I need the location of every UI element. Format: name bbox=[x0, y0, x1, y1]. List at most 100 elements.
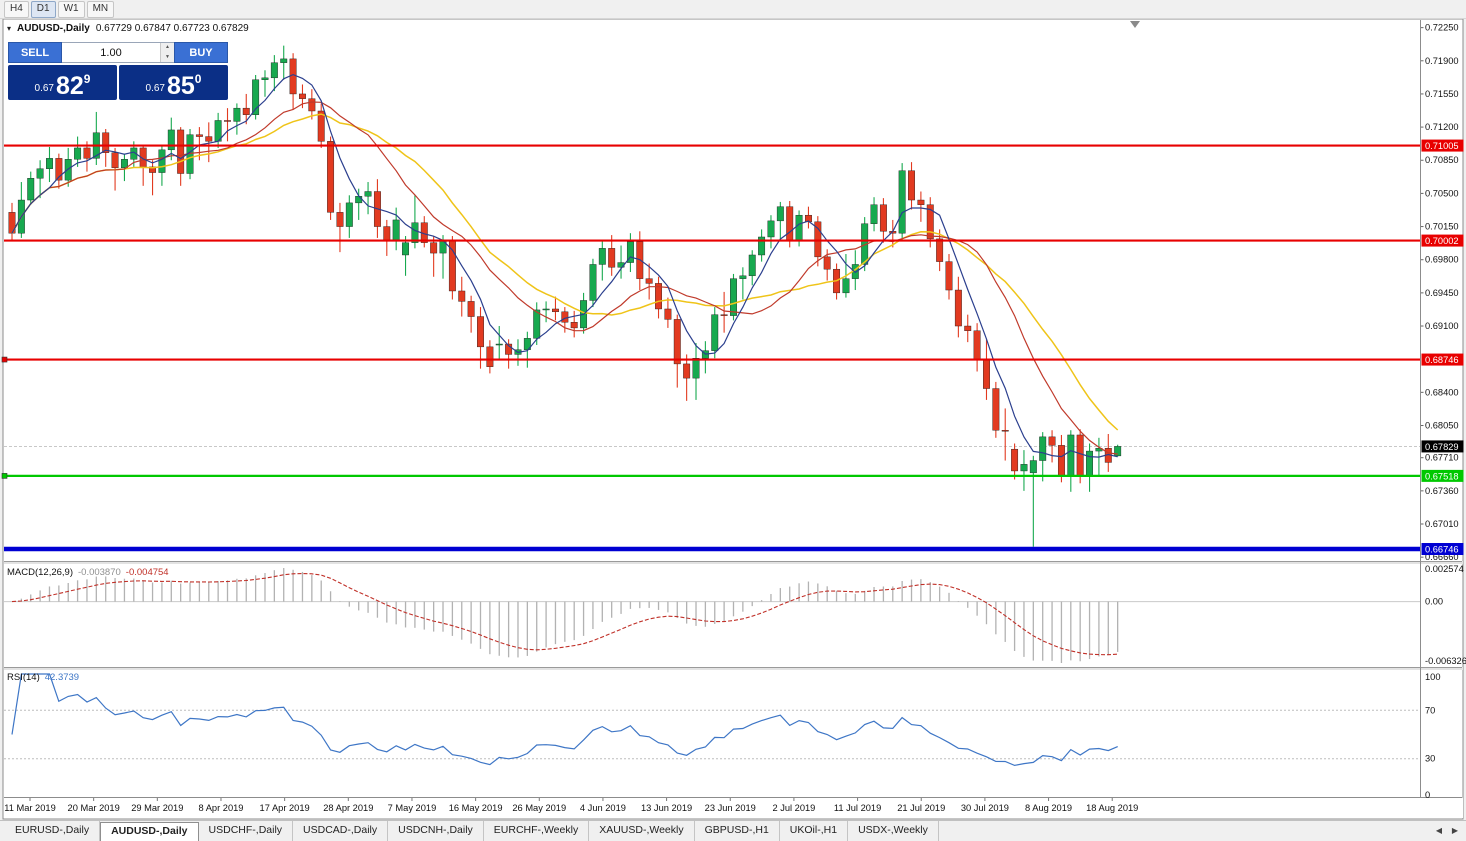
sell-button[interactable]: SELL bbox=[8, 42, 62, 63]
time-axis-label: 29 Mar 2019 bbox=[131, 803, 183, 813]
chart-tab-audusd-daily[interactable]: AUDUSD-,Daily bbox=[100, 822, 199, 841]
rsi-axis-label: 100 bbox=[1425, 672, 1441, 682]
candle-body bbox=[252, 79, 260, 115]
candle-body bbox=[926, 204, 934, 240]
time-axis-label: 2 Jul 2019 bbox=[772, 803, 815, 813]
candle-body bbox=[345, 202, 353, 227]
current-price-badge[interactable] bbox=[1421, 440, 1464, 453]
buy-price-small: 0.67 bbox=[145, 83, 165, 94]
chart-tab-bar: EURUSD-,Daily AUDUSD-,Daily USDCHF-,Daily U… bbox=[0, 820, 1466, 841]
rsi-pane[interactable] bbox=[4, 670, 1420, 797]
tab-scroll-right-icon[interactable]: ▶ bbox=[1451, 826, 1459, 835]
pane-splitter[interactable] bbox=[4, 667, 1463, 670]
buy-price-display[interactable]: 0.67 85 0 bbox=[119, 65, 228, 100]
macd-name: MACD(12,26,9) bbox=[7, 567, 73, 578]
price-axis-label: 0.68050 bbox=[1425, 420, 1459, 430]
candle-body bbox=[598, 248, 606, 265]
timeframe-button-h4[interactable]: H4 bbox=[4, 0, 29, 18]
candle-body bbox=[552, 308, 559, 313]
time-axis-label: 8 Apr 2019 bbox=[198, 803, 243, 813]
candle-body bbox=[870, 204, 878, 224]
buy-button[interactable]: BUY bbox=[174, 42, 228, 63]
chart-tab-usdchf-daily[interactable]: USDCHF-,Daily bbox=[199, 821, 294, 841]
price-axis[interactable]: 0.72250 0.71900 0.71550 0.71200 0.70850 0.705… bbox=[1421, 23, 1459, 563]
chart-tab-usdx-weekly[interactable]: USDX-,Weekly bbox=[848, 821, 939, 841]
candle-body bbox=[46, 158, 53, 169]
candle-body bbox=[1048, 436, 1056, 446]
level-price-badge[interactable] bbox=[1421, 469, 1464, 482]
sell-price-display[interactable]: 0.67 82 9 bbox=[8, 65, 117, 100]
candle-body bbox=[626, 241, 634, 263]
candle-body bbox=[570, 322, 578, 329]
timeframe-button-mn[interactable]: MN bbox=[86, 0, 115, 18]
candle-body bbox=[111, 152, 119, 169]
chart-tab-ukoil-h1[interactable]: UKOil-,H1 bbox=[780, 821, 849, 841]
candle-body bbox=[561, 311, 569, 323]
chart-tab-gbpusd-h1[interactable]: GBPUSD-,H1 bbox=[695, 821, 780, 841]
moving-average-line bbox=[11, 73, 1118, 458]
tab-scroll-left-icon[interactable]: ◀ bbox=[1435, 826, 1443, 835]
candle-body bbox=[261, 77, 269, 80]
macd-signal-line bbox=[11, 572, 1118, 656]
chart-ohlc-values: 0.67729 0.67847 0.67723 0.67829 bbox=[95, 23, 249, 34]
rsi-line bbox=[11, 673, 1118, 767]
price-axis-label: 0.67010 bbox=[1425, 519, 1459, 529]
candle-body bbox=[683, 363, 691, 379]
candle-body bbox=[158, 149, 166, 173]
candle-body bbox=[673, 319, 681, 365]
candle-body bbox=[299, 93, 306, 99]
price-axis-label: 0.69100 bbox=[1425, 321, 1459, 331]
chart-tab-eurusd-daily[interactable]: EURUSD-,Daily bbox=[5, 821, 101, 841]
candle-body bbox=[55, 158, 63, 181]
time-axis[interactable] bbox=[4, 798, 1463, 818]
one-click-toggle-icon[interactable]: ▾ bbox=[7, 24, 12, 33]
level-price-badge[interactable] bbox=[1421, 353, 1464, 366]
candle-body bbox=[879, 204, 887, 232]
chart-tab-xauusd-weekly[interactable]: XAUUSD-,Weekly bbox=[589, 821, 695, 841]
buy-price-big: 85 bbox=[166, 72, 195, 100]
chart-symbol-label: AUDUSD-,Daily bbox=[17, 23, 90, 34]
level-price-badge[interactable] bbox=[1421, 543, 1464, 556]
time-axis-label: 7 May 2019 bbox=[388, 803, 437, 813]
time-axis-label: 17 Apr 2019 bbox=[260, 803, 310, 813]
candle-body bbox=[795, 214, 803, 241]
candle-body bbox=[411, 222, 419, 243]
chart-tab-usdcnh-daily[interactable]: USDCNH-,Daily bbox=[388, 821, 484, 841]
chart-tab-eurchf-weekly[interactable]: EURCHF-,Weekly bbox=[484, 821, 590, 841]
macd-indicator-label: MACD(12,26,9) -0.003870 -0.004754 bbox=[7, 567, 169, 578]
line-handle[interactable] bbox=[1, 356, 8, 363]
macd-pane[interactable] bbox=[4, 564, 1420, 667]
main-pane[interactable] bbox=[4, 20, 1420, 561]
level-price-badge-text: 0.67518 bbox=[1425, 471, 1459, 481]
price-axis-label: 0.67710 bbox=[1425, 453, 1459, 463]
candle-body bbox=[402, 242, 409, 256]
candle-body bbox=[308, 98, 316, 112]
timeframe-button-d1[interactable]: D1 bbox=[30, 0, 56, 18]
volume-decrease-button[interactable]: ▼ bbox=[161, 52, 174, 62]
pane-splitter[interactable] bbox=[4, 561, 1463, 564]
moving-average-line bbox=[11, 113, 1119, 431]
line-handle[interactable] bbox=[1, 473, 8, 479]
volume-input[interactable] bbox=[62, 43, 160, 62]
candle-body bbox=[392, 219, 400, 241]
candle-body bbox=[27, 178, 35, 201]
price-axis-label: 0.69450 bbox=[1425, 288, 1459, 298]
candle-body bbox=[767, 220, 775, 238]
chart-shift-marker[interactable] bbox=[1130, 21, 1140, 28]
volume-increase-button[interactable]: ▲ bbox=[161, 43, 174, 53]
candle-body bbox=[327, 141, 335, 213]
timeframe-button-w1[interactable]: W1 bbox=[57, 0, 85, 18]
candle-body bbox=[945, 261, 953, 291]
candle-body bbox=[467, 301, 475, 317]
level-price-badge[interactable] bbox=[1421, 234, 1464, 247]
candle-body bbox=[83, 147, 91, 159]
candle-body bbox=[992, 388, 1000, 431]
candle-body bbox=[786, 206, 794, 241]
time-axis-label: 26 May 2019 bbox=[512, 803, 566, 813]
price-axis-label: 0.70150 bbox=[1425, 222, 1459, 232]
chart-tab-usdcad-daily[interactable]: USDCAD-,Daily bbox=[293, 821, 389, 841]
level-price-badge[interactable] bbox=[1421, 139, 1464, 152]
macd-axis-label: -0.006326 bbox=[1425, 656, 1466, 666]
